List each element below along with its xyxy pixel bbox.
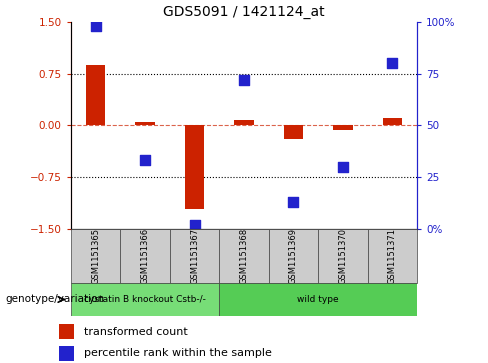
Point	[141, 158, 149, 163]
Bar	[71, 283, 219, 316]
Text: GSM1151368: GSM1151368	[240, 228, 248, 284]
Text: transformed count: transformed count	[84, 327, 188, 337]
Bar	[219, 283, 417, 316]
Point	[191, 222, 199, 228]
Text: GSM1151366: GSM1151366	[141, 228, 149, 284]
Text: genotype/variation: genotype/variation	[5, 294, 104, 305]
Bar	[368, 229, 417, 283]
Point	[339, 164, 347, 170]
Bar	[383, 118, 403, 125]
Bar	[170, 229, 219, 283]
Bar	[333, 125, 353, 130]
Point	[92, 23, 100, 29]
Bar	[135, 122, 155, 125]
Point	[240, 77, 248, 83]
Text: GSM1151369: GSM1151369	[289, 228, 298, 284]
Text: GSM1151371: GSM1151371	[388, 228, 397, 284]
Bar	[59, 346, 74, 361]
Point	[388, 60, 396, 66]
Bar	[85, 65, 105, 125]
Title: GDS5091 / 1421124_at: GDS5091 / 1421124_at	[163, 5, 325, 19]
Text: wild type: wild type	[297, 295, 339, 304]
Bar	[71, 229, 120, 283]
Text: GSM1151365: GSM1151365	[91, 228, 100, 284]
Bar	[184, 125, 204, 209]
Bar	[59, 324, 74, 339]
Text: percentile rank within the sample: percentile rank within the sample	[84, 348, 272, 358]
Text: GSM1151370: GSM1151370	[339, 228, 347, 284]
Bar	[219, 229, 269, 283]
Bar	[318, 229, 368, 283]
Point	[289, 199, 297, 205]
Text: cystatin B knockout Cstb-/-: cystatin B knockout Cstb-/-	[84, 295, 206, 304]
Bar	[269, 229, 318, 283]
Bar	[234, 121, 254, 125]
Bar	[120, 229, 170, 283]
Text: GSM1151367: GSM1151367	[190, 228, 199, 284]
Bar	[284, 125, 304, 139]
